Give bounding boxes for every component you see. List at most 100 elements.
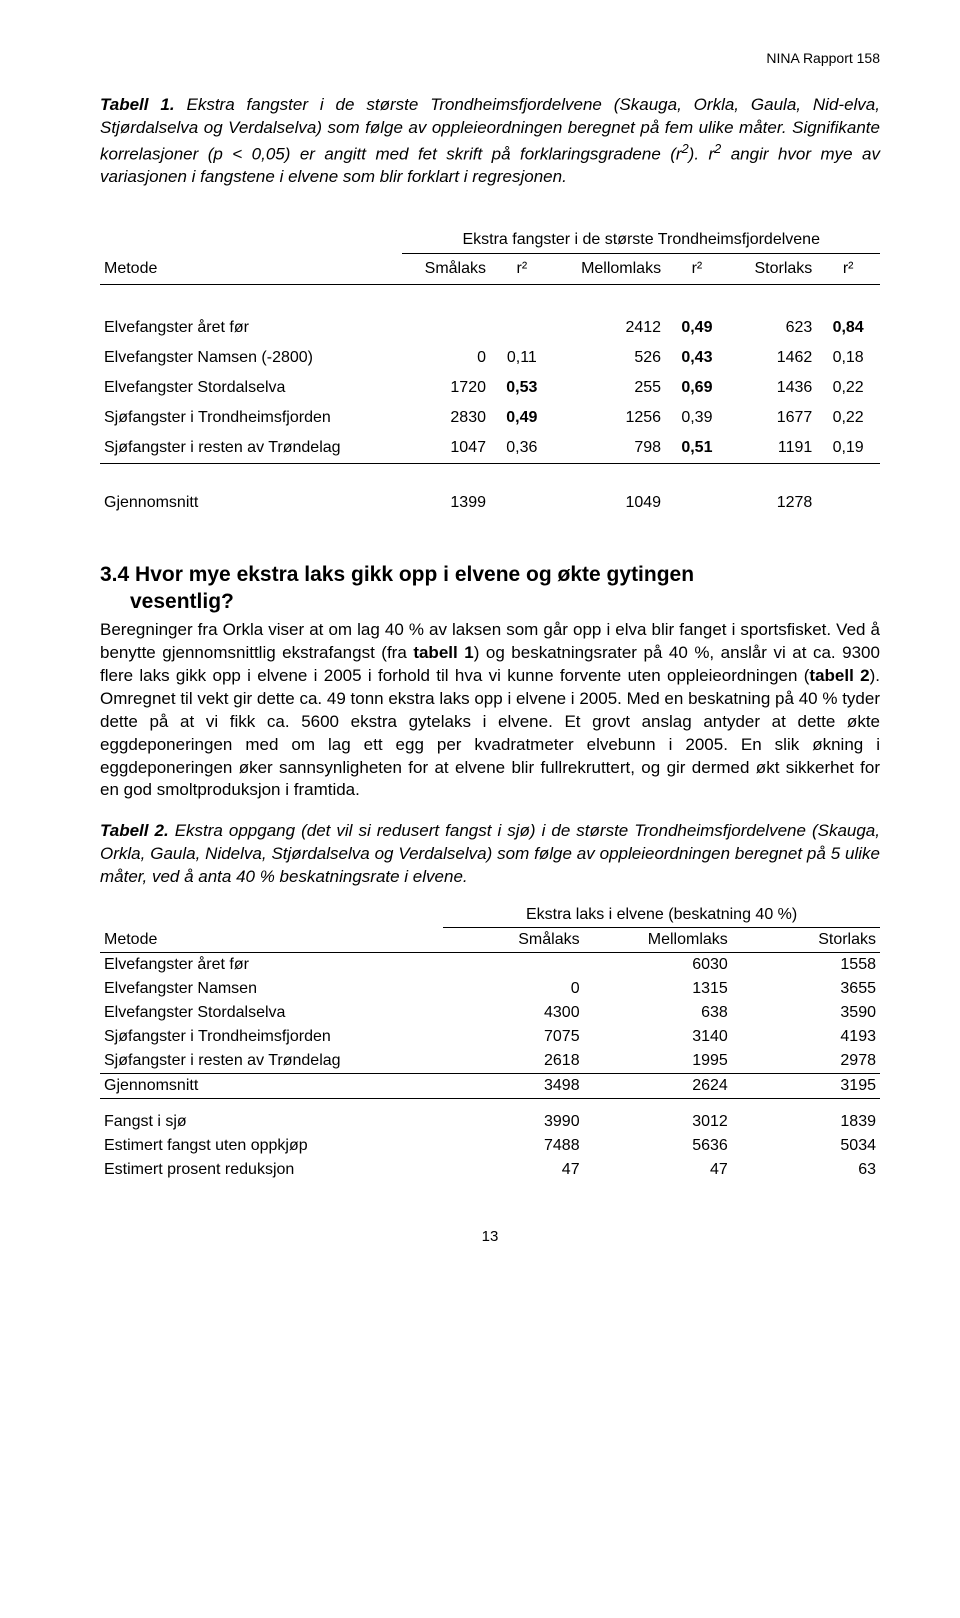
caption1-sup1: 2 [682,141,689,156]
report-header: NINA Rapport 158 [100,50,880,66]
table-cell [443,953,583,978]
table-cell: 0,36 [490,433,554,464]
table-cell: 1558 [732,953,880,978]
table1-gjen-c1: 1399 [402,464,490,519]
section-3-4-heading: 3.4 Hvor mye ekstra laks gikk opp i elve… [100,562,880,615]
table-cell: 0,39 [665,403,729,433]
table-cell: 0,51 [665,433,729,464]
table-cell: 255 [554,373,665,403]
table-cell: 1315 [584,977,732,1001]
caption1-label: Tabell 1. [100,95,175,114]
table-cell: 0 [443,977,583,1001]
table-cell: 2618 [443,1049,583,1074]
table1-col-stor: Storlaks [729,254,817,285]
caption1-text-b: ). r [689,145,715,164]
table-cell: 2412 [554,285,665,344]
table2-col-smalaks: Smålaks [443,928,583,953]
table2-gjen-c2: 2624 [584,1074,732,1099]
section-3-4-body: Beregninger fra Orkla viser at om lag 40… [100,619,880,803]
table-cell: 798 [554,433,665,464]
table-cell: 2978 [732,1049,880,1074]
table-cell: 1047 [402,433,490,464]
table1-gjen-c3: 1049 [554,464,665,519]
table-cell: 3140 [584,1025,732,1049]
table2-gjen-label: Gjennomsnitt [100,1074,443,1099]
table-cell: Elvefangster året før [100,953,443,978]
table2-col-stor: Storlaks [732,928,880,953]
table-cell: Sjøfangster i resten av Trøndelag [100,433,402,464]
table-cell: 0,49 [665,285,729,344]
page-number: 13 [100,1228,880,1245]
table2-gjen-c1: 3498 [443,1074,583,1099]
section-num: 3.4 [100,563,135,586]
table-cell: Elvefangster Stordalselva [100,1001,443,1025]
table-cell: Sjøfangster i resten av Trøndelag [100,1049,443,1074]
body-e: ). Omregnet til vekt gir dette ca. 49 to… [100,666,880,800]
table-cell: 1839 [732,1099,880,1135]
table1-gjen-label: Gjennomsnitt [100,464,402,519]
table-cell: Estimert fangst uten oppkjøp [100,1134,443,1158]
table-cell: 47 [443,1158,583,1182]
caption2-label: Tabell 2. [100,821,169,840]
table1: Ekstra fangster i de største Trondheimsf… [100,225,880,518]
table1-col-r2a: r² [490,254,554,285]
table-cell: Estimert prosent reduksjon [100,1158,443,1182]
table-cell: Elvefangster Namsen [100,977,443,1001]
table-cell [490,285,554,344]
section-title-b: vesentlig? [100,590,234,613]
table-cell: Sjøfangster i Trondheimsfjorden [100,403,402,433]
table-cell: Elvefangster Namsen (-2800) [100,343,402,373]
table2-caption: Tabell 2. Ekstra oppgang (det vil si red… [100,820,880,889]
table1-spanner: Ekstra fangster i de største Trondheimsf… [402,225,880,254]
table-cell: Sjøfangster i Trondheimsfjorden [100,1025,443,1049]
table2-col-method: Metode [100,928,443,953]
table-cell: 1462 [729,343,817,373]
table-cell: 526 [554,343,665,373]
table-cell: 5636 [584,1134,732,1158]
table-cell: 0,11 [490,343,554,373]
table-cell: 0,69 [665,373,729,403]
table-cell: 1256 [554,403,665,433]
table-cell: 6030 [584,953,732,978]
table-cell: 638 [584,1001,732,1025]
table-cell: 0,84 [816,285,880,344]
table-cell: 7488 [443,1134,583,1158]
table-cell [402,285,490,344]
table-cell: 5034 [732,1134,880,1158]
table-cell: 1436 [729,373,817,403]
table-cell: 1191 [729,433,817,464]
table-cell: 0,22 [816,403,880,433]
table-cell: 1677 [729,403,817,433]
table-cell: 3590 [732,1001,880,1025]
table2-spanner: Ekstra laks i elvene (beskatning 40 %) [443,903,880,928]
table-cell: 623 [729,285,817,344]
body-b: tabell 1 [413,643,473,662]
table-cell: 4300 [443,1001,583,1025]
table-cell: 4193 [732,1025,880,1049]
table-cell: Elvefangster Stordalselva [100,373,402,403]
table1-gjen-c5: 1278 [729,464,817,519]
table-cell: 47 [584,1158,732,1182]
table-cell: 63 [732,1158,880,1182]
table2-gjen-c3: 3195 [732,1074,880,1099]
table-cell: 3012 [584,1099,732,1135]
table-cell: 3990 [443,1099,583,1135]
section-title-a: Hvor mye ekstra laks gikk opp i elvene o… [135,563,694,586]
table1-col-mellom: Mellomlaks [554,254,665,285]
table-cell: 0,19 [816,433,880,464]
table2-col-mellom: Mellomlaks [584,928,732,953]
table-cell: 0,49 [490,403,554,433]
table-cell: 0 [402,343,490,373]
table1-col-r2c: r² [816,254,880,285]
table-cell: 3655 [732,977,880,1001]
caption2-text: Ekstra oppgang (det vil si redusert fang… [100,821,880,886]
table-cell: Elvefangster året før [100,285,402,344]
table1-col-smalaks: Smålaks [402,254,490,285]
body-d: tabell 2 [809,666,869,685]
table-cell: 1995 [584,1049,732,1074]
table-cell: 0,53 [490,373,554,403]
table2: Ekstra laks i elvene (beskatning 40 %) M… [100,903,880,1182]
table-cell: 7075 [443,1025,583,1049]
table1-caption: Tabell 1. Ekstra fangster i de største T… [100,94,880,189]
table-cell: 2830 [402,403,490,433]
